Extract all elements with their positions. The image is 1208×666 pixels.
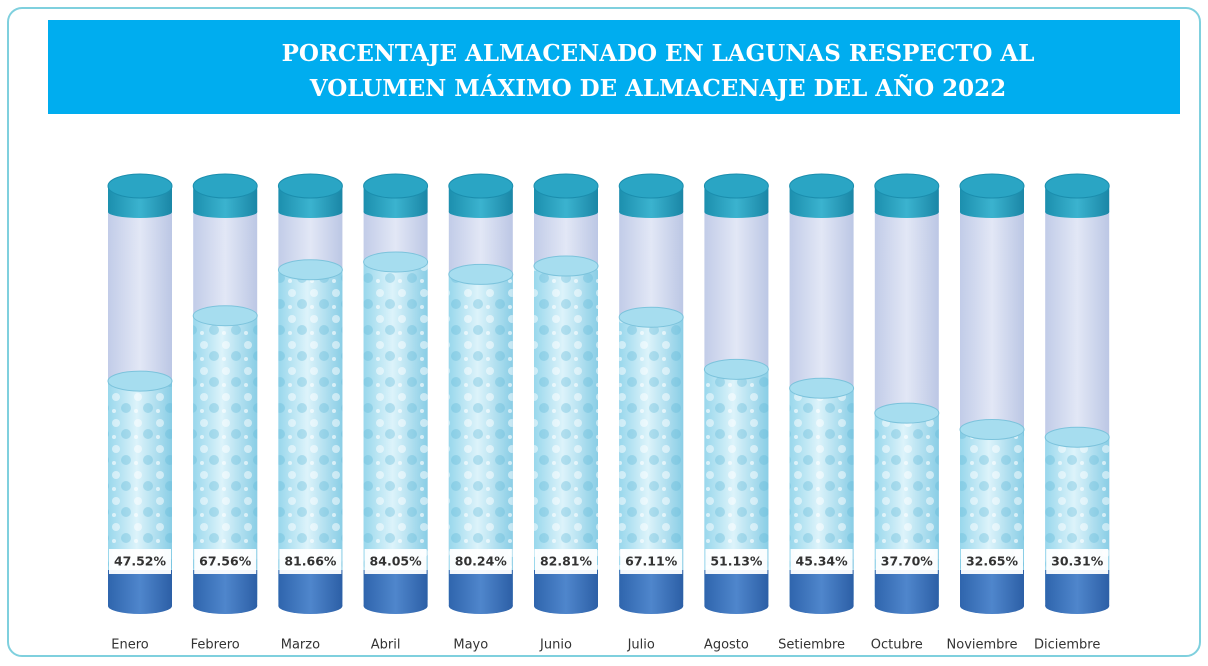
value-label: 82.81% bbox=[540, 554, 593, 569]
chart: PORCENTAJE ALMACENADO EN LAGUNAS RESPECT… bbox=[0, 0, 1208, 662]
value-label: 30.31% bbox=[1051, 554, 1104, 569]
top-cap-top bbox=[960, 174, 1024, 198]
value-label: 51.13% bbox=[710, 554, 763, 569]
value-label: 37.70% bbox=[881, 554, 934, 569]
top-cap-bottom bbox=[364, 206, 428, 218]
value-label: 81.66% bbox=[284, 554, 337, 569]
top-cap-bottom bbox=[875, 206, 939, 218]
top-cap-top bbox=[1045, 174, 1109, 198]
top-cap-bottom bbox=[108, 206, 172, 218]
base-bottom bbox=[1045, 598, 1109, 614]
top-cap-top bbox=[364, 174, 428, 198]
x-tick-label: Enero bbox=[111, 638, 149, 653]
value-label: 32.65% bbox=[966, 554, 1019, 569]
value-label: 80.24% bbox=[455, 554, 508, 569]
bar-top bbox=[278, 260, 342, 280]
bar-top bbox=[1045, 427, 1109, 447]
base-bottom bbox=[278, 598, 342, 614]
base-bottom bbox=[790, 598, 854, 614]
x-tick-label: Febrero bbox=[191, 638, 240, 653]
x-tick-label: Octubre bbox=[871, 638, 923, 653]
top-cap-top bbox=[619, 174, 683, 198]
x-tick-label: Marzo bbox=[281, 638, 320, 653]
bar-top bbox=[108, 371, 172, 391]
x-tick-label: Abril bbox=[371, 638, 401, 653]
top-cap-bottom bbox=[619, 206, 683, 218]
bar-top bbox=[193, 306, 257, 326]
value-label: 47.52% bbox=[114, 554, 167, 569]
top-cap-bottom bbox=[1045, 206, 1109, 218]
base-bottom bbox=[960, 598, 1024, 614]
chart-title: VOLUMEN MÁXIMO DE ALMACENAJE DEL AÑO 202… bbox=[309, 75, 1006, 102]
value-label: 45.34% bbox=[796, 554, 849, 569]
x-tick-label: Noviembre bbox=[947, 638, 1018, 653]
bar-top bbox=[534, 256, 598, 276]
base-bottom bbox=[704, 598, 768, 614]
top-cap-top bbox=[790, 174, 854, 198]
top-cap-top bbox=[534, 174, 598, 198]
top-cap-top bbox=[193, 174, 257, 198]
top-cap-bottom bbox=[278, 206, 342, 218]
value-label: 84.05% bbox=[370, 554, 423, 569]
x-tick-label: Diciembre bbox=[1034, 638, 1100, 653]
value-label: 67.11% bbox=[625, 554, 678, 569]
chart-title: PORCENTAJE ALMACENADO EN LAGUNAS RESPECT… bbox=[282, 40, 1035, 67]
base-bottom bbox=[534, 598, 598, 614]
bar-top bbox=[449, 264, 513, 284]
bar-top bbox=[364, 252, 428, 272]
top-cap-bottom bbox=[449, 206, 513, 218]
base-bottom bbox=[108, 598, 172, 614]
top-cap-bottom bbox=[534, 206, 598, 218]
top-cap-bottom bbox=[193, 206, 257, 218]
x-tick-label: Setiembre bbox=[778, 638, 845, 653]
base-bottom bbox=[364, 598, 428, 614]
base-bottom bbox=[619, 598, 683, 614]
value-label: 67.56% bbox=[199, 554, 252, 569]
base-bottom bbox=[875, 598, 939, 614]
bar-top bbox=[619, 307, 683, 327]
top-cap-top bbox=[704, 174, 768, 198]
top-cap-bottom bbox=[960, 206, 1024, 218]
base-bottom bbox=[449, 598, 513, 614]
x-tick-label: Agosto bbox=[704, 638, 749, 653]
top-cap-bottom bbox=[704, 206, 768, 218]
top-cap-top bbox=[449, 174, 513, 198]
bar-top bbox=[704, 359, 768, 379]
bar-top bbox=[875, 403, 939, 423]
x-tick-label: Julio bbox=[627, 638, 655, 653]
bar-top bbox=[790, 378, 854, 398]
top-cap-top bbox=[278, 174, 342, 198]
bar-top bbox=[960, 420, 1024, 440]
top-cap-top bbox=[108, 174, 172, 198]
x-tick-label: Junio bbox=[539, 638, 572, 653]
top-cap-top bbox=[875, 174, 939, 198]
base-bottom bbox=[193, 598, 257, 614]
top-cap-bottom bbox=[790, 206, 854, 218]
x-tick-label: Mayo bbox=[453, 638, 488, 653]
